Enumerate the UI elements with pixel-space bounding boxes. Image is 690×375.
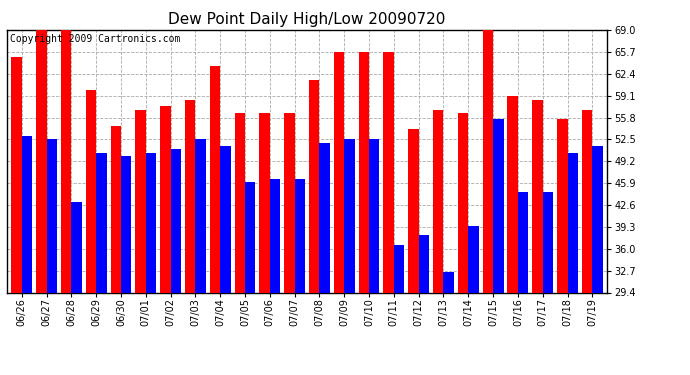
Title: Dew Point Daily High/Low 20090720: Dew Point Daily High/Low 20090720: [168, 12, 446, 27]
Bar: [359, 52, 369, 292]
Bar: [319, 143, 330, 292]
Bar: [309, 80, 319, 292]
Bar: [71, 202, 82, 292]
Bar: [96, 153, 107, 292]
Bar: [185, 100, 195, 292]
Bar: [557, 120, 567, 292]
Bar: [408, 129, 419, 292]
Bar: [235, 113, 245, 292]
Bar: [195, 140, 206, 292]
Bar: [483, 30, 493, 292]
Bar: [532, 100, 543, 292]
Bar: [61, 30, 71, 292]
Bar: [419, 236, 429, 292]
Bar: [135, 110, 146, 292]
Bar: [384, 52, 394, 292]
Bar: [582, 110, 592, 292]
Bar: [47, 140, 57, 292]
Bar: [146, 153, 156, 292]
Bar: [220, 146, 230, 292]
Bar: [160, 106, 170, 292]
Bar: [121, 156, 131, 292]
Bar: [507, 96, 518, 292]
Bar: [344, 140, 355, 292]
Bar: [433, 110, 444, 292]
Bar: [458, 113, 469, 292]
Bar: [518, 192, 529, 292]
Bar: [210, 66, 220, 292]
Text: Copyright 2009 Cartronics.com: Copyright 2009 Cartronics.com: [10, 34, 180, 44]
Bar: [170, 149, 181, 292]
Bar: [245, 183, 255, 292]
Bar: [36, 30, 47, 292]
Bar: [543, 192, 553, 292]
Bar: [469, 225, 479, 292]
Bar: [444, 272, 454, 292]
Bar: [592, 146, 603, 292]
Bar: [270, 179, 280, 292]
Bar: [334, 52, 344, 292]
Bar: [284, 113, 295, 292]
Bar: [493, 120, 504, 292]
Bar: [86, 90, 96, 292]
Bar: [567, 153, 578, 292]
Bar: [259, 113, 270, 292]
Bar: [295, 179, 305, 292]
Bar: [369, 140, 380, 292]
Bar: [394, 245, 404, 292]
Bar: [22, 136, 32, 292]
Bar: [11, 57, 22, 292]
Bar: [110, 126, 121, 292]
